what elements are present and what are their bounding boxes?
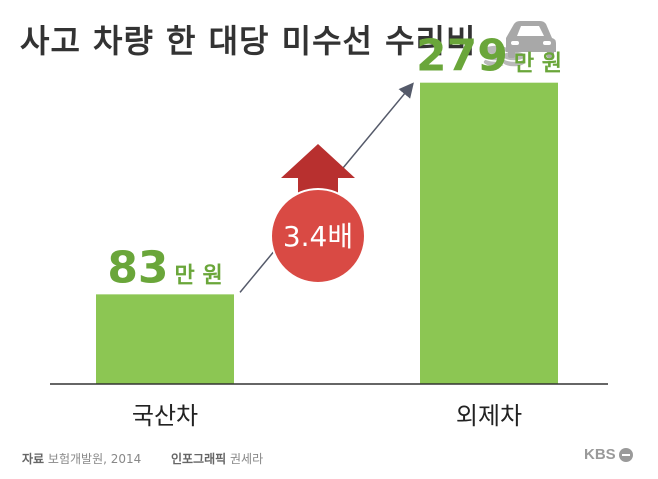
- ratio-label: 3.4배: [283, 220, 353, 253]
- value-number-2: 279: [416, 31, 508, 82]
- value-number-1: 83: [107, 242, 168, 293]
- bar-1: [96, 294, 234, 384]
- chart-title: 사고 차량 한 대당 미수선 수리비: [20, 22, 477, 60]
- brand-text: KBS: [584, 446, 616, 463]
- up-arrow-icon: [281, 144, 355, 206]
- value-unit-1: 만 원: [175, 263, 223, 288]
- source-label: 자료: [22, 452, 45, 466]
- source-text: 보험개발원, 2014: [47, 452, 142, 466]
- footer-credits: 자료 보험개발원, 2014 인포그래픽 권세라: [22, 450, 263, 467]
- value-unit-2: 만 원: [514, 52, 562, 77]
- kbs-logo: KBS: [584, 446, 633, 463]
- ratio-circle: [270, 188, 366, 284]
- graphic-label: 인포그래픽: [170, 452, 227, 466]
- car-coins-icon: [482, 21, 556, 68]
- category-label-2: 외제차: [456, 402, 522, 430]
- bar-2: [420, 82, 558, 385]
- value-label-2: 279 만 원: [416, 31, 562, 82]
- value-label-1: 83 만 원: [107, 242, 222, 293]
- kbs-dot-icon: [618, 447, 633, 462]
- category-label-1: 국산차: [132, 402, 198, 430]
- graphic-text: 권세라: [229, 452, 264, 466]
